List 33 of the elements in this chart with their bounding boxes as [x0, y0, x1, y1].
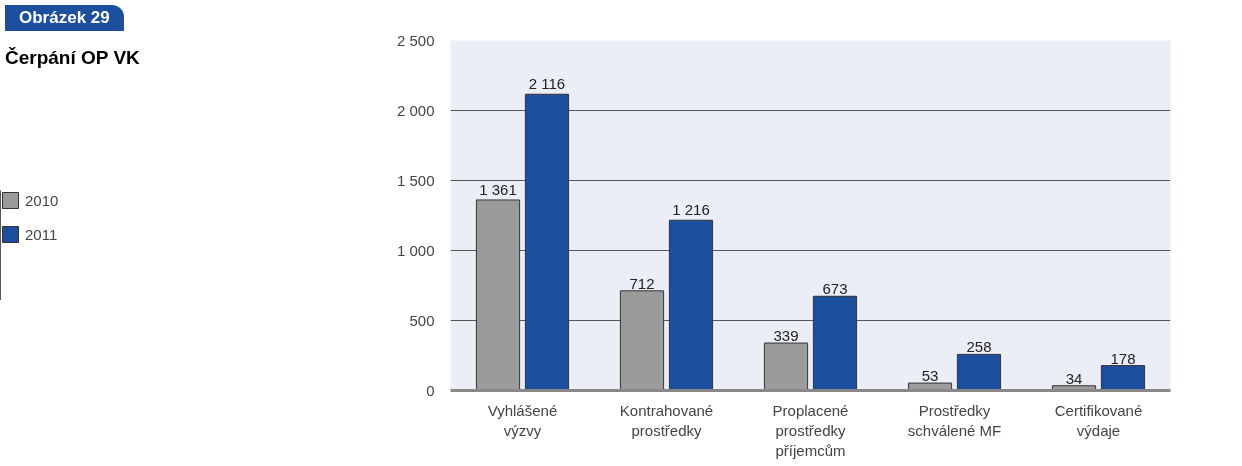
x-tick-label: Kontrahované prostředky: [619, 401, 714, 439]
data-label: 178: [1110, 349, 1136, 367]
y-tick-label: 500: [409, 312, 435, 329]
data-label: 1 361: [479, 180, 517, 198]
bar: [956, 353, 1002, 391]
text: Obrázek 29: [5, 5, 124, 31]
data-label: 1 216: [672, 201, 710, 219]
bar: [619, 290, 665, 391]
bar: [475, 199, 521, 391]
bar: [812, 295, 858, 391]
data-label: 258: [966, 338, 992, 356]
data-label: 673: [822, 280, 848, 298]
text: Čerpání OP VK: [5, 47, 140, 69]
x-tick-label: Proplacené prostředky příjemcům: [772, 401, 849, 460]
x-tick-label: Prostředky schválené MF: [907, 401, 1002, 439]
data-label: 2 116: [528, 75, 566, 93]
legend-label: 2011: [25, 225, 58, 243]
y-tick-label: 1 500: [396, 172, 435, 189]
data-label: 339: [773, 327, 799, 345]
y-tick-label: 2 500: [396, 32, 435, 49]
y-tick-label: 0: [426, 382, 435, 399]
bar: [668, 219, 714, 391]
bar: [524, 93, 570, 391]
y-tick-label: 2 000: [396, 102, 435, 119]
legend-label: 2010: [25, 191, 59, 209]
bar: [763, 342, 809, 391]
data-label: 712: [629, 274, 655, 292]
bar: [1100, 365, 1146, 391]
y-tick-label: 1 000: [396, 242, 435, 259]
x-tick-label: Certifikované výdaje: [1054, 401, 1143, 439]
x-tick-label: Vyhlášené výzvy: [487, 401, 558, 439]
data-label: 53: [921, 367, 939, 385]
data-label: 34: [1065, 369, 1083, 387]
